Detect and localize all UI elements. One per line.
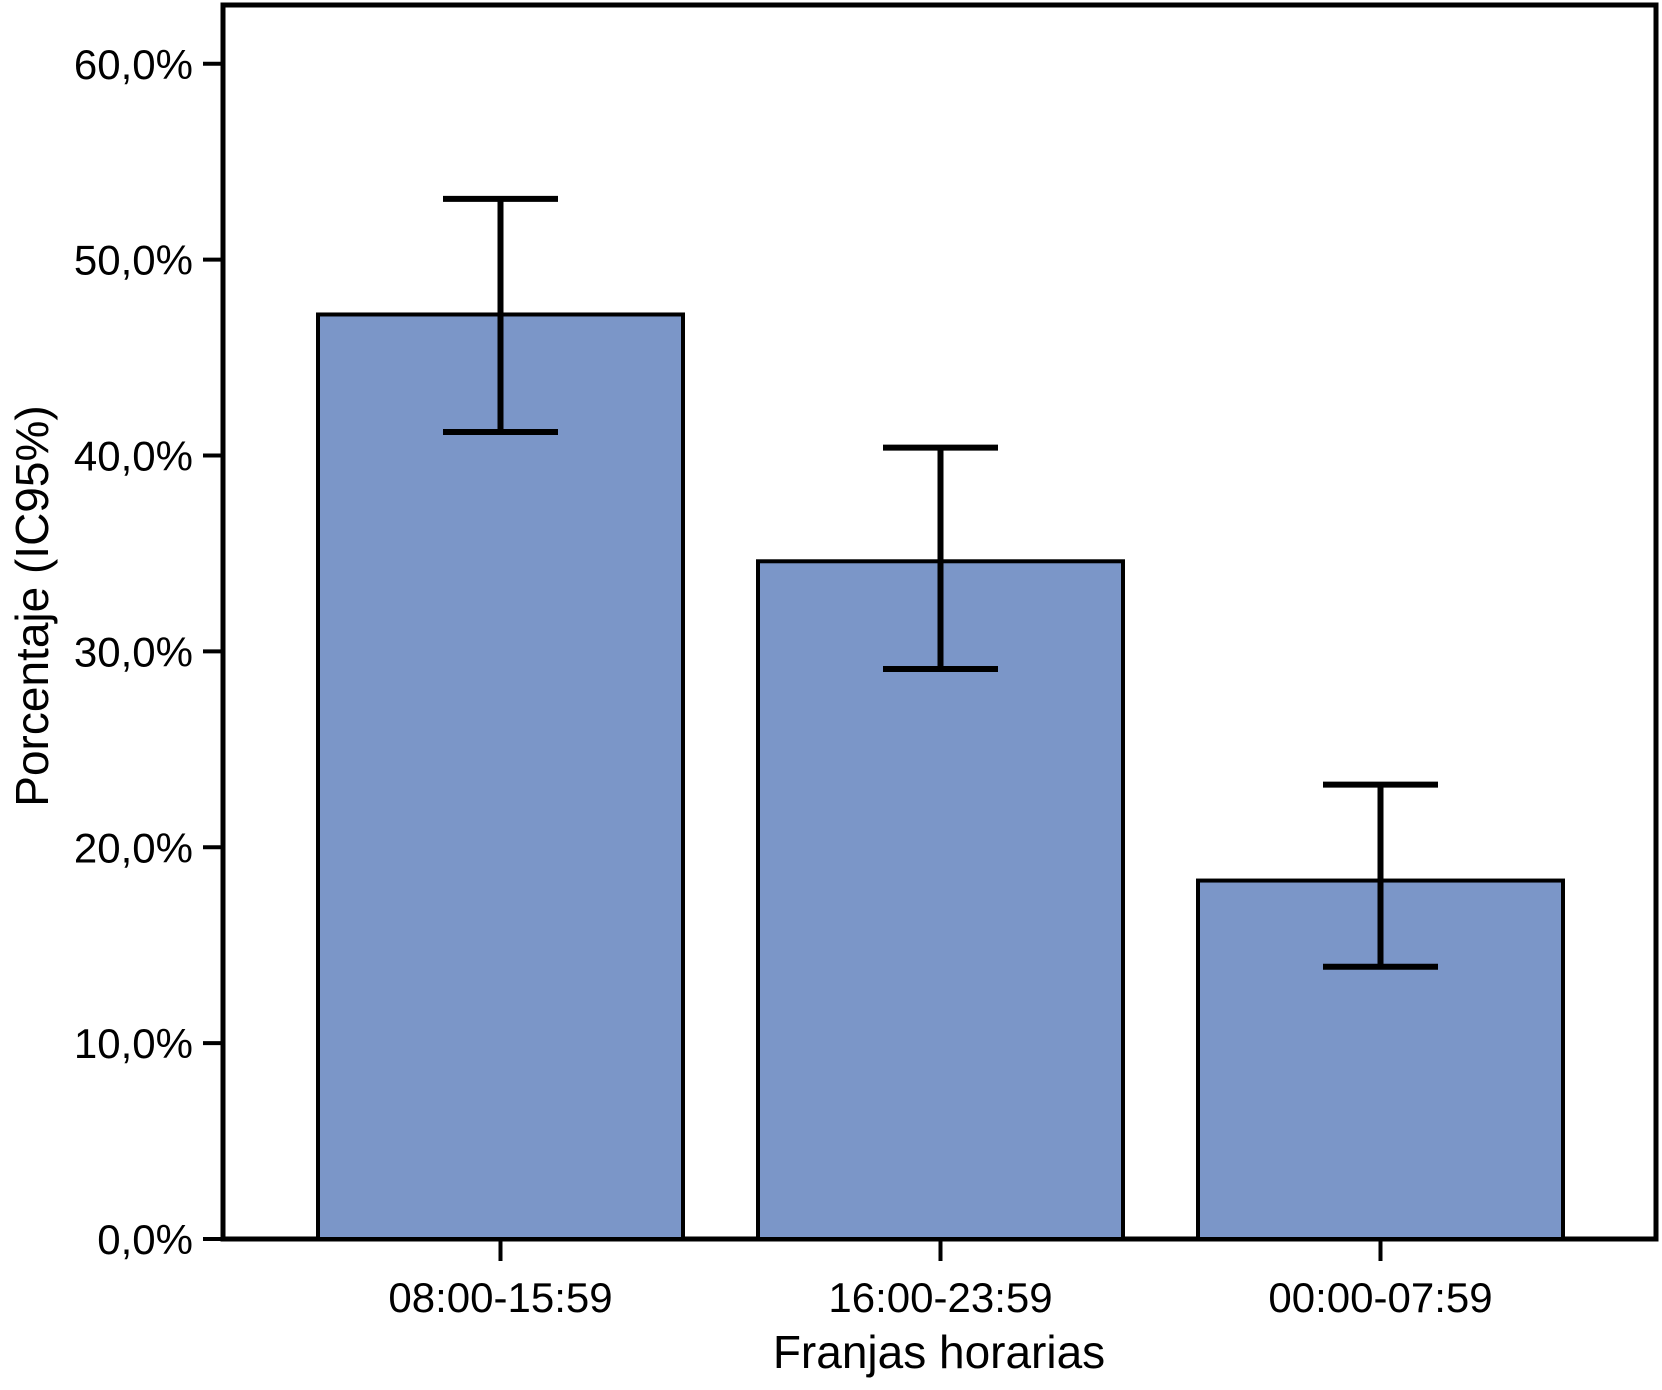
x-axis-title: Franjas horarias [772,1326,1106,1378]
y-axis-title: Porcentaje (IC95%) [6,405,58,807]
x-tick-label-1: 16:00-23:59 [828,1274,1052,1321]
y-tick-label: 50,0% [74,237,193,284]
x-tick-label-0: 08:00-15:59 [388,1274,612,1321]
y-tick-label: 20,0% [74,824,193,871]
y-tick-label: 10,0% [74,1020,193,1067]
bar-0 [316,312,685,1241]
bar-1 [756,559,1125,1241]
y-tick-label: 0,0% [97,1216,193,1263]
x-tick-label-2: 00:00-07:59 [1268,1274,1492,1321]
y-tick-label: 40,0% [74,433,193,480]
y-tick-label: 60,0% [74,41,193,88]
y-tick-label: 30,0% [74,628,193,675]
